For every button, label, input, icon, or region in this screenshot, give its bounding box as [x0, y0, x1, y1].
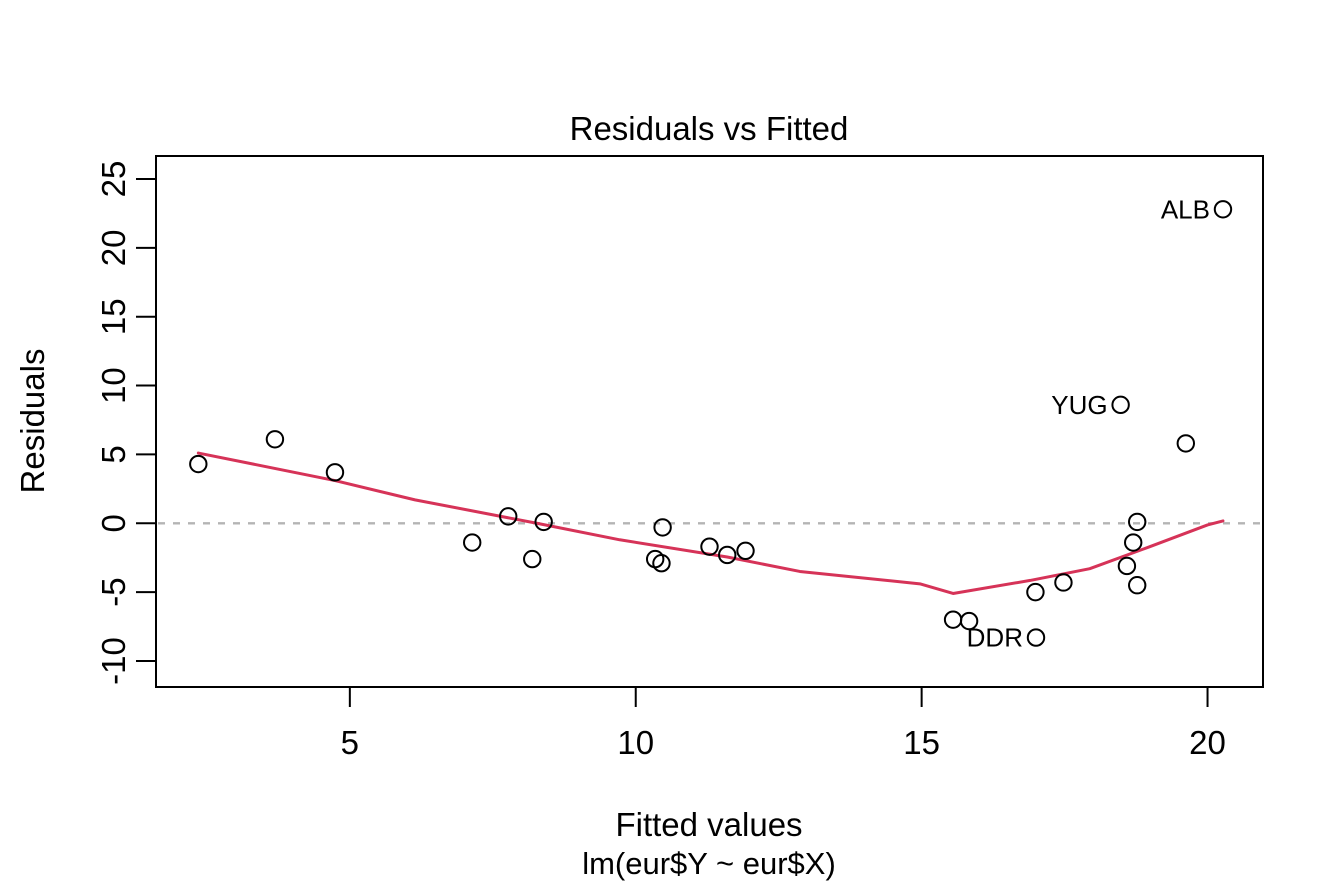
x-tick-label: 15 [903, 724, 940, 761]
data-point [1026, 582, 1045, 602]
chart-title: Residuals vs Fitted [570, 110, 849, 147]
data-point [523, 549, 542, 569]
data-point [700, 537, 719, 556]
data-point [653, 518, 672, 537]
y-tick-label: 5 [95, 445, 132, 463]
data-point [265, 430, 285, 449]
point-label-yug: YUG [1051, 390, 1107, 420]
data-point [463, 533, 482, 552]
x-tick-label: 20 [1189, 724, 1226, 761]
data-points [189, 200, 1233, 647]
y-tick-label: 15 [95, 298, 132, 335]
y-tick-label: 10 [95, 367, 132, 404]
x-axis-title: Fitted values [615, 806, 802, 843]
data-point [189, 454, 208, 474]
data-point [1117, 556, 1137, 576]
data-point [943, 610, 963, 629]
x-tick-label: 10 [617, 724, 654, 761]
lowess-smooth-line [196, 451, 1225, 595]
data-point [1026, 628, 1046, 647]
data-point [1054, 573, 1073, 592]
y-tick-label: 0 [95, 514, 132, 532]
data-point [1128, 512, 1147, 532]
x-tick-label: 5 [341, 724, 359, 761]
y-axis: -10 -5 0 5 10 15 20 25 [95, 161, 156, 685]
y-tick-label: -10 [95, 637, 132, 685]
outlier-point-labels: ALB YUG DDR [967, 194, 1210, 652]
data-point [959, 611, 979, 631]
plot-border [155, 155, 1264, 688]
data-point [325, 463, 345, 482]
data-point [1124, 533, 1143, 552]
data-point [736, 541, 755, 561]
y-tick-label: 25 [95, 161, 132, 198]
data-point [1128, 576, 1147, 595]
smooth-curve [196, 451, 1225, 595]
data-point [652, 554, 671, 573]
y-axis-title: Residuals [14, 349, 51, 494]
data-point [1176, 434, 1196, 453]
data-point [499, 507, 518, 526]
y-tick-label: 20 [95, 229, 132, 266]
data-point [534, 512, 553, 532]
point-label-ddr: DDR [967, 623, 1023, 653]
x-axis: 5 10 15 20 [341, 687, 1226, 761]
point-label-alb: ALB [1161, 194, 1210, 224]
data-point [1111, 395, 1130, 415]
y-tick-label: -5 [95, 577, 132, 606]
data-point [718, 545, 737, 565]
data-point [1213, 200, 1233, 219]
model-sub-caption: lm(eur$Y ~ eur$X) [582, 846, 836, 881]
